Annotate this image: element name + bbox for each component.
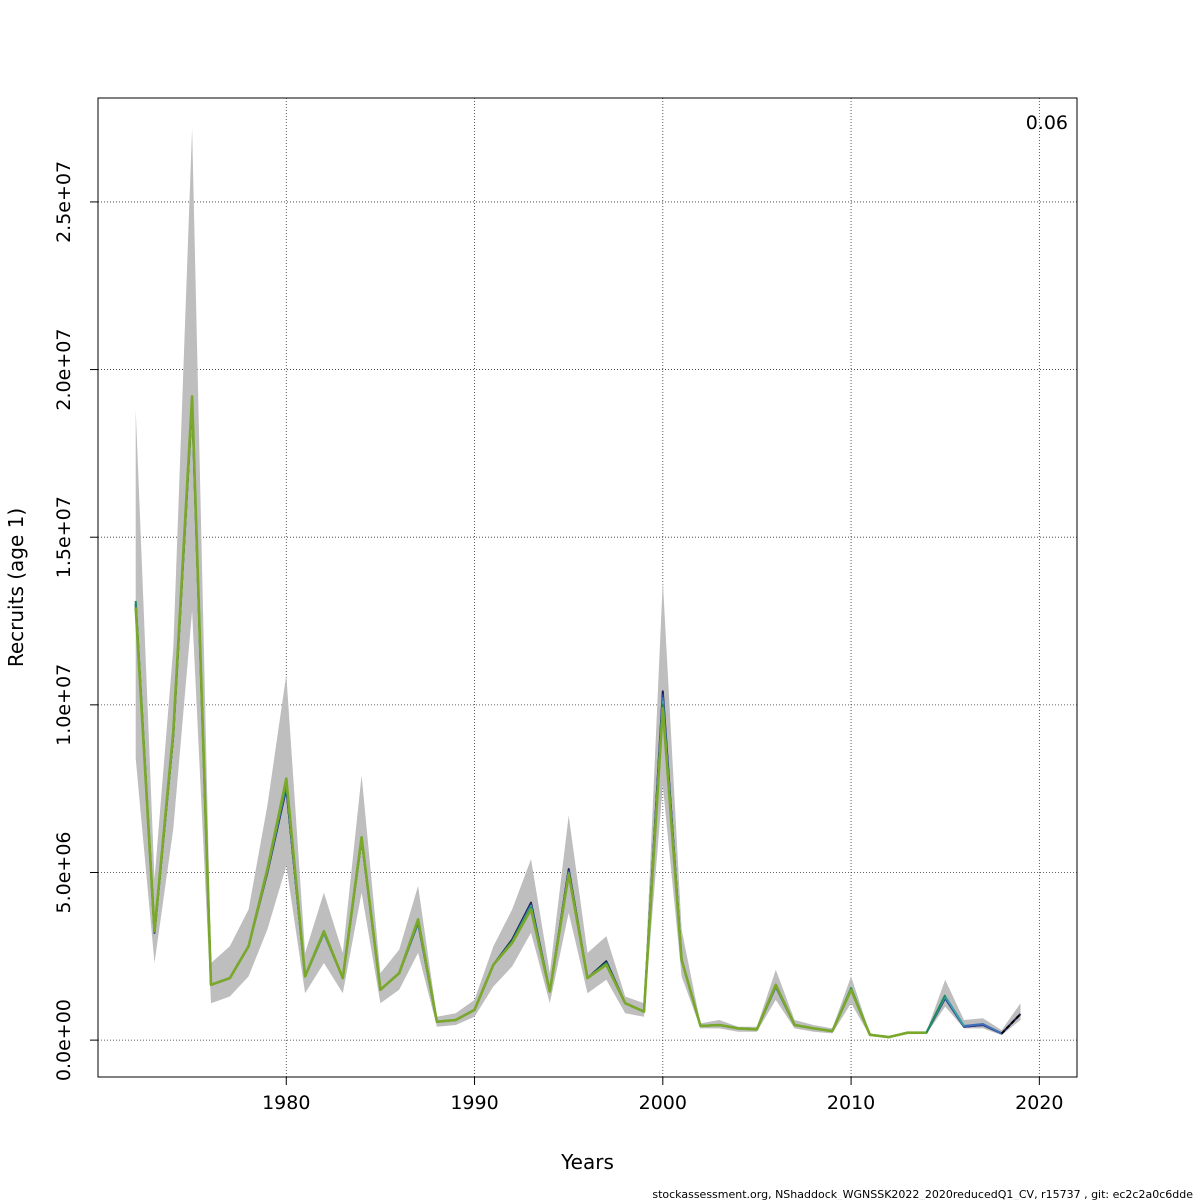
x-tick-label: 1990 (450, 1092, 498, 1114)
y-tick-label: 0.0e+00 (53, 999, 75, 1081)
y-gridlines (98, 201, 1077, 1041)
x-axis: 1980 1990 2000 2010 2020 (262, 1077, 1064, 1114)
series-line-3 (134, 398, 1003, 1039)
x-tick-label: 1980 (262, 1092, 310, 1114)
y-tick-label: 5.0e+06 (53, 831, 75, 913)
footer-credit: stockassessment.org, NShaddock_WGNSSK202… (652, 1188, 1193, 1200)
x-axis-title: Years (560, 1150, 614, 1174)
forecast-dashed-line (1000, 1013, 1022, 1035)
y-tick-label: 1.5e+07 (53, 496, 75, 578)
y-tick-label: 2.5e+07 (53, 161, 75, 243)
confidence-band (135, 128, 1021, 1038)
x-tick-label: 2010 (827, 1092, 875, 1114)
x-tick-label: 2020 (1015, 1092, 1063, 1114)
series-line-6 (134, 395, 927, 1039)
y-axis: 0.0e+00 5.0e+06 1.0e+07 1.5e+07 2.0e+07 2.5e+… (53, 161, 98, 1081)
y-tick-label: 1.0e+07 (53, 664, 75, 746)
y-tick-label: 2.0e+07 (53, 329, 75, 411)
y-axis-title: Recruits (age 1) (4, 508, 28, 667)
corner-label: 0.06 (1026, 112, 1068, 134)
series-lines (134, 395, 1022, 1039)
series-line-2 (134, 398, 1003, 1039)
x-tick-label: 2000 (639, 1092, 687, 1114)
plot-frame (97, 97, 1078, 1078)
